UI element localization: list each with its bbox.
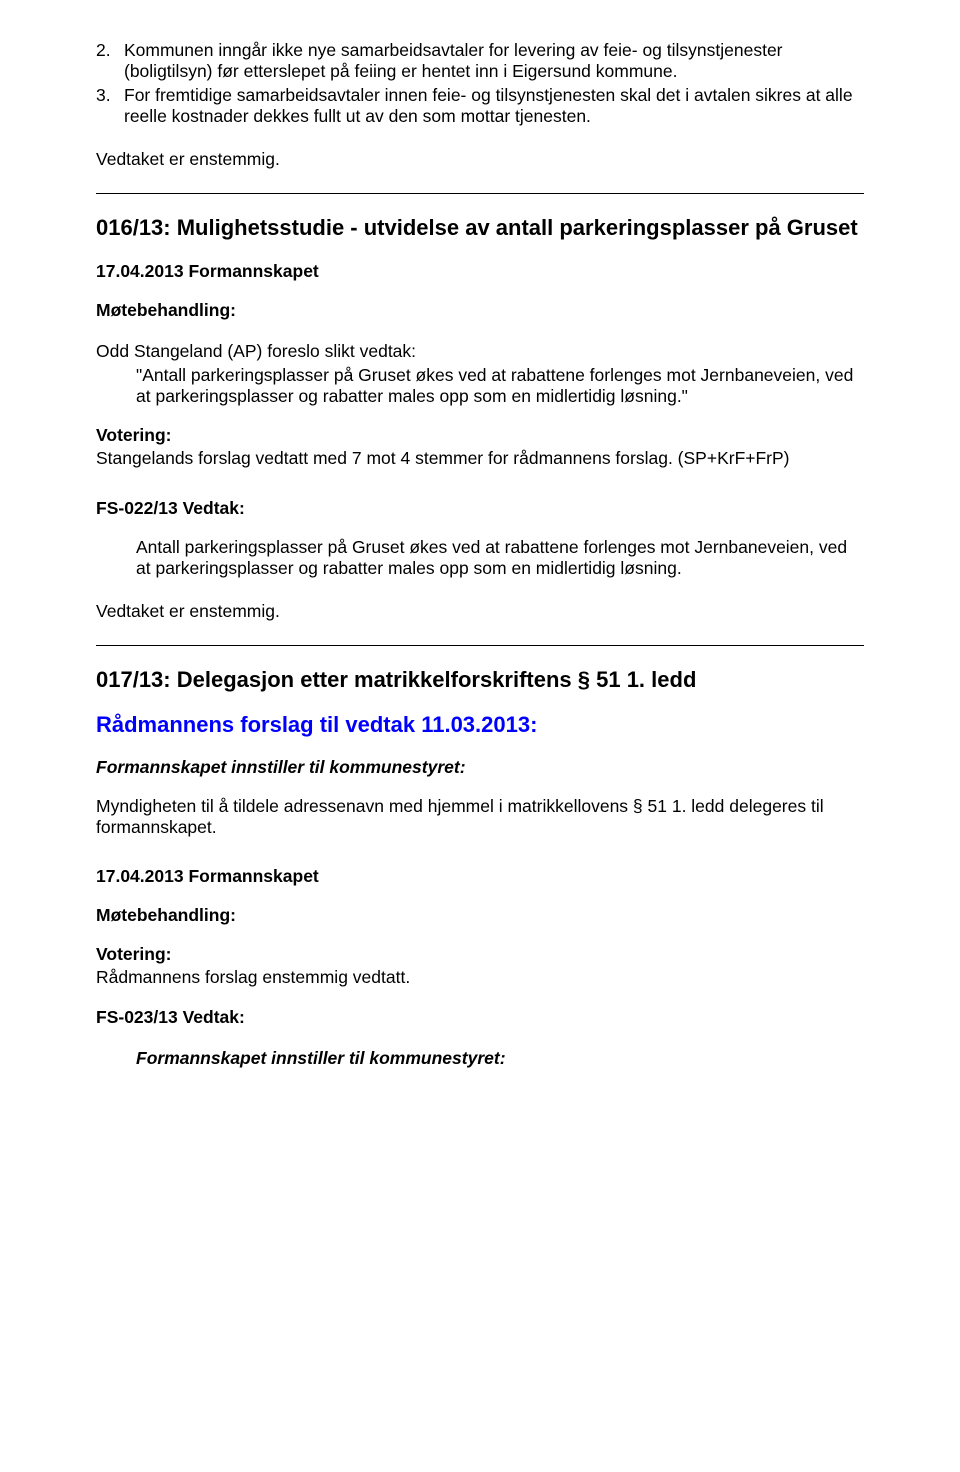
divider <box>96 193 864 194</box>
vedtak-label: FS-023/13 Vedtak: <box>96 1007 864 1028</box>
list-text: For fremtidige samarbeidsavtaler innen f… <box>124 85 864 128</box>
delegation-body: Myndigheten til å tildele adressenavn me… <box>96 796 864 839</box>
vedtak-body-block: Antall parkeringsplasser på Gruset økes … <box>96 537 864 580</box>
subheading-blue: Rådmannens forslag til vedtak 11.03.2013… <box>96 711 864 739</box>
votering-label: Votering: <box>96 425 864 446</box>
votering-label: Votering: <box>96 944 864 965</box>
list-item: 3. For fremtidige samarbeidsavtaler inne… <box>96 85 864 128</box>
list-number: 2. <box>96 40 124 83</box>
meeting-date: 17.04.2013 Formannskapet <box>96 866 864 887</box>
vedtak-body: Antall parkeringsplasser på Gruset økes … <box>136 537 864 580</box>
meeting-date: 17.04.2013 Formannskapet <box>96 261 864 282</box>
vedtak-label: FS-022/13 Vedtak: <box>96 498 864 519</box>
proposal-body-block: "Antall parkeringsplasser på Gruset økes… <box>96 365 864 408</box>
list-number: 3. <box>96 85 124 128</box>
vedtaket-enstemmig: Vedtaket er enstemmig. <box>96 601 864 622</box>
case-heading: 017/13: Delegasjon etter matrikkelforskr… <box>96 666 864 694</box>
motebehandling-label: Møtebehandling: <box>96 905 864 926</box>
proposal-body: "Antall parkeringsplasser på Gruset økes… <box>136 365 864 408</box>
list-item: 2. Kommunen inngår ikke nye samarbeidsav… <box>96 40 864 83</box>
list-text: Kommunen inngår ikke nye samarbeidsavtal… <box>124 40 864 83</box>
document-page: 2. Kommunen inngår ikke nye samarbeidsav… <box>0 0 960 1472</box>
motebehandling-label: Møtebehandling: <box>96 300 864 321</box>
innstiller-line: Formannskapet innstiller til kommunestyr… <box>96 757 864 778</box>
case-heading: 016/13: Mulighetsstudie - utvidelse av a… <box>96 214 864 242</box>
innstiller-line: Formannskapet innstiller til kommunestyr… <box>136 1048 864 1069</box>
votering-text: Stangelands forslag vedtatt med 7 mot 4 … <box>96 448 864 469</box>
votering-text: Rådmannens forslag enstemmig vedtatt. <box>96 967 864 988</box>
proposal-lead: Odd Stangeland (AP) foreslo slikt vedtak… <box>96 341 864 362</box>
divider <box>96 645 864 646</box>
numbered-list: 2. Kommunen inngår ikke nye samarbeidsav… <box>96 40 864 127</box>
vedtaket-enstemmig: Vedtaket er enstemmig. <box>96 149 864 170</box>
